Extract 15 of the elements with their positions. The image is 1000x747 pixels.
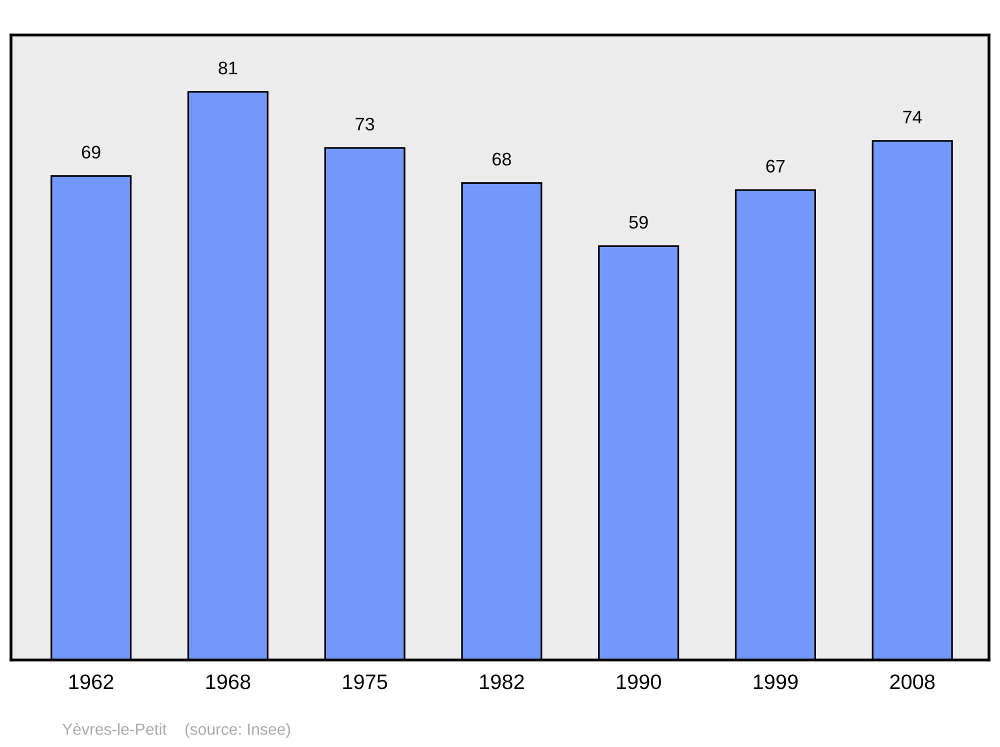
text: Yèvres-le-Petit (source: Insee) <box>62 722 290 738</box>
x-tick-label: 1968 <box>206 674 250 690</box>
data-label: 68 <box>492 152 511 166</box>
x-tick-label: 1975 <box>343 674 388 690</box>
data-label: 67 <box>766 160 785 173</box>
x-tick-label: 1962 <box>69 674 114 690</box>
data-label: 69 <box>82 146 100 159</box>
data-label: 74 <box>903 110 922 124</box>
data-label: 73 <box>356 118 374 130</box>
x-tick-label: 2008 <box>890 674 935 690</box>
x-tick-label: 1990 <box>617 674 661 690</box>
x-tick-label: 1982 <box>480 674 524 690</box>
data-label: 59 <box>629 216 648 229</box>
data-label: 81 <box>218 62 238 74</box>
x-tick-label: 1999 <box>754 674 798 690</box>
